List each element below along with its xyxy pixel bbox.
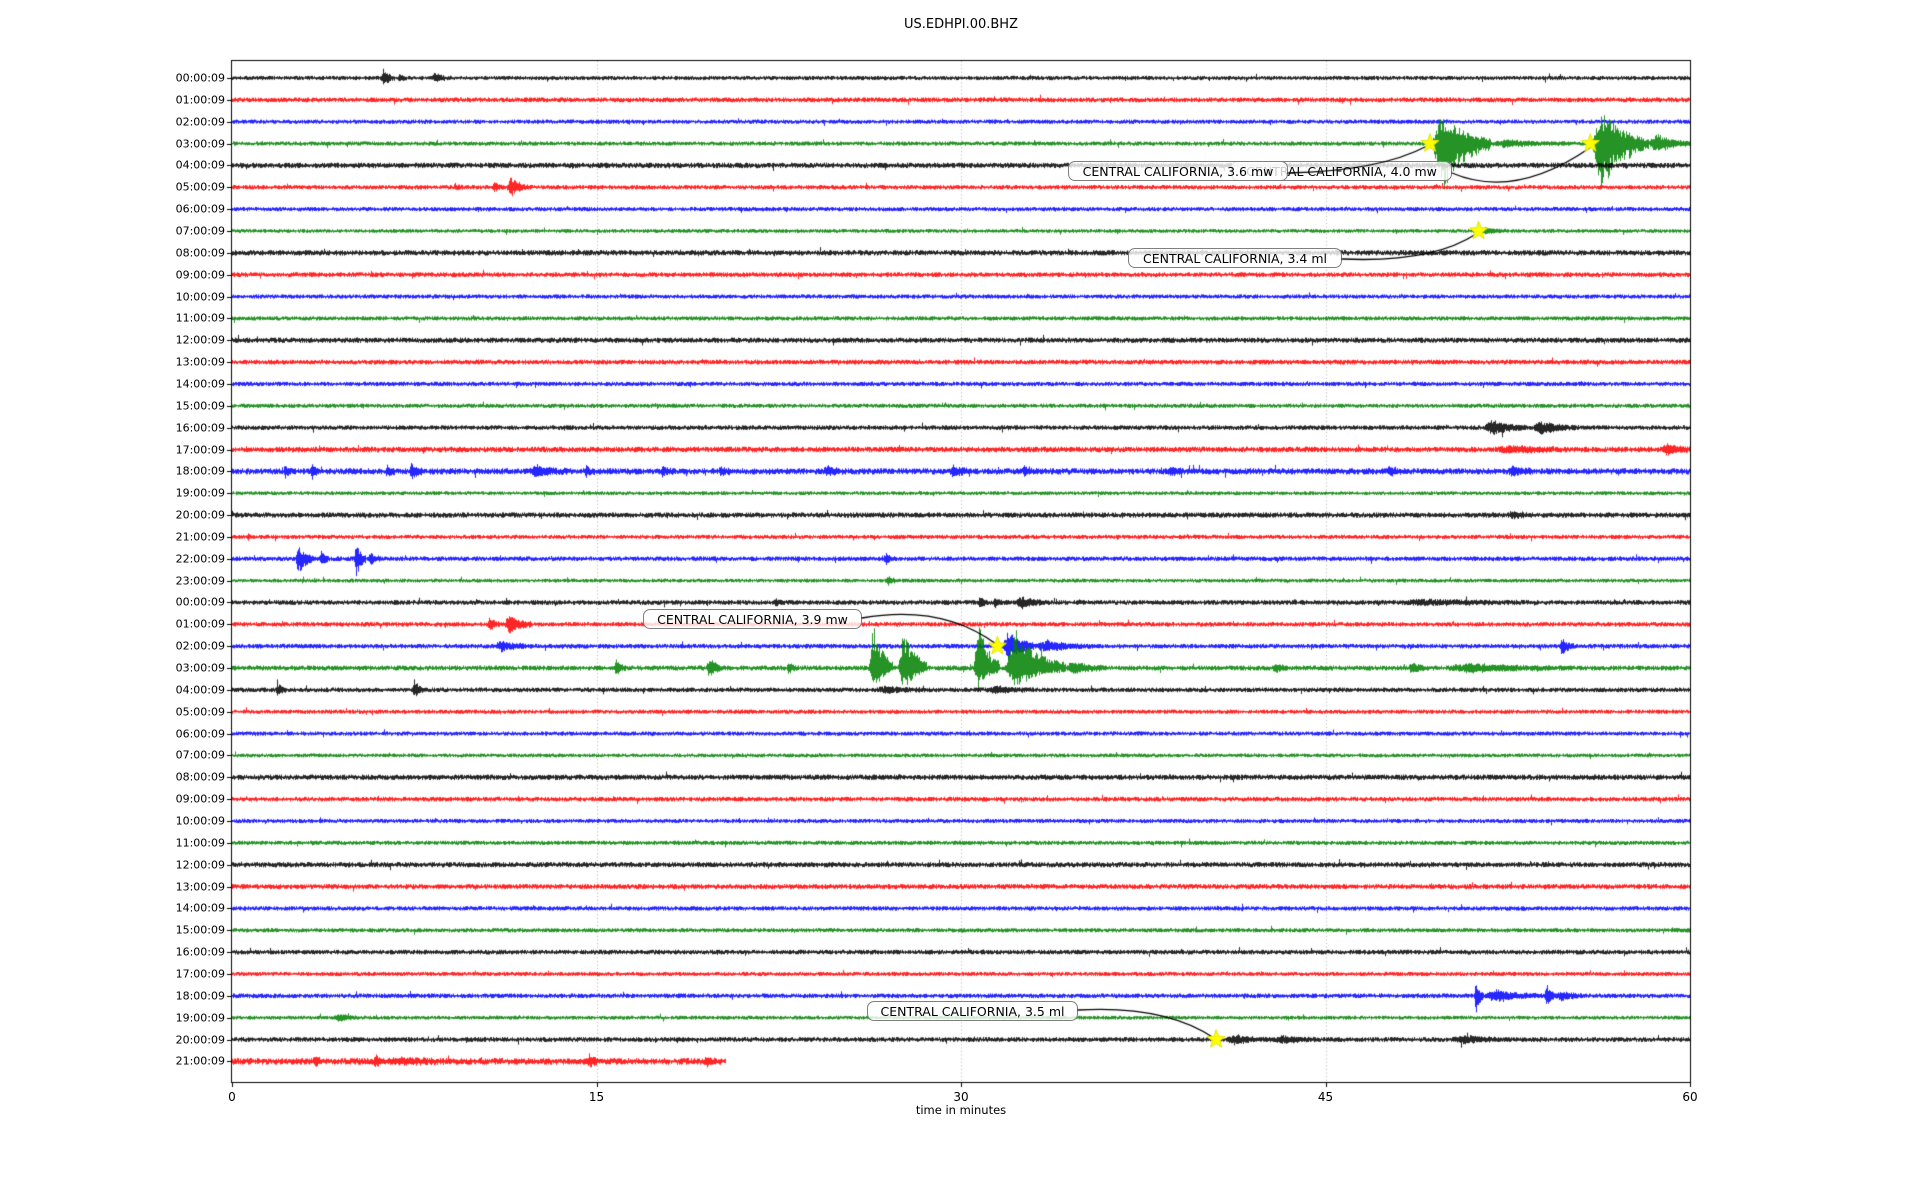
row-time-label: 00:00:09 <box>175 595 225 609</box>
row-time-label: 10:00:09 <box>175 814 225 828</box>
row-time-label: 06:00:09 <box>175 202 225 216</box>
row-time-label: 19:00:09 <box>175 486 225 500</box>
row-time-label: 22:00:09 <box>175 552 225 566</box>
row-time-label: 20:00:09 <box>175 508 225 522</box>
x-tick-label: 15 <box>588 1090 605 1104</box>
row-time-label: 21:00:09 <box>175 1054 225 1068</box>
x-axis-label: time in minutes <box>915 1103 1007 1117</box>
row-time-label: 01:00:09 <box>175 93 225 107</box>
row-time-label: 20:00:09 <box>175 1033 225 1047</box>
row-time-label: 16:00:09 <box>175 421 225 435</box>
row-time-label: 11:00:09 <box>175 836 225 850</box>
row-time-label: 09:00:09 <box>175 792 225 806</box>
row-time-label: 00:00:09 <box>175 71 225 85</box>
row-time-label: 06:00:09 <box>175 727 225 741</box>
row-time-label: 08:00:09 <box>175 770 225 784</box>
row-time-label: 13:00:09 <box>175 880 225 894</box>
row-time-label: 12:00:09 <box>175 858 225 872</box>
row-time-label: 07:00:09 <box>175 748 225 762</box>
x-tick-label: 60 <box>1682 1090 1698 1104</box>
row-time-label: 18:00:09 <box>175 464 225 478</box>
row-time-label: 15:00:09 <box>175 399 225 413</box>
row-time-label: 17:00:09 <box>175 443 225 456</box>
row-time-label: 03:00:09 <box>175 661 225 675</box>
row-time-label: 04:00:09 <box>175 158 225 172</box>
event-annotation: CENTRAL CALIFORNIA, 3.9 mw <box>643 609 862 629</box>
row-time-label: 19:00:09 <box>175 1011 225 1025</box>
row-time-label: 02:00:09 <box>175 115 225 129</box>
row-time-label: 16:00:09 <box>175 945 225 959</box>
row-time-label: 12:00:09 <box>175 333 225 347</box>
row-time-label: 13:00:09 <box>175 355 225 369</box>
row-time-label: 01:00:09 <box>175 617 225 631</box>
row-time-label: 08:00:09 <box>175 246 225 260</box>
x-tick-label: 30 <box>953 1090 969 1104</box>
row-time-label: 23:00:09 <box>175 574 225 588</box>
row-time-label: 09:00:09 <box>175 268 225 282</box>
row-time-label: 04:00:09 <box>175 683 225 697</box>
row-time-label: 14:00:09 <box>175 901 225 915</box>
event-annotation: CENTRAL CALIFORNIA, 3.5 ml <box>867 1001 1078 1021</box>
x-tick-label: 0 <box>228 1090 236 1104</box>
row-time-label: 11:00:09 <box>175 311 225 325</box>
row-time-label: 21:00:09 <box>175 530 225 544</box>
event-annotation: CENTRAL CALIFORNIA, 3.6 mw <box>1068 161 1288 181</box>
row-time-label: 10:00:09 <box>175 290 225 304</box>
row-time-label: 02:00:09 <box>175 639 225 653</box>
row-time-label: 18:00:09 <box>175 989 225 1003</box>
x-tick-label: 45 <box>1317 1090 1334 1104</box>
row-time-label: 05:00:09 <box>175 705 225 719</box>
row-time-label: 17:00:09 <box>175 967 225 981</box>
row-time-label: 03:00:09 <box>175 137 225 151</box>
chart-title: US.EDHPI.00.BHZ <box>904 17 1018 32</box>
row-time-label: 15:00:09 <box>175 923 225 937</box>
event-annotation: CENTRAL CALIFORNIA, 3.4 ml <box>1128 248 1342 268</box>
row-time-label: 14:00:09 <box>175 377 225 391</box>
row-time-label: 07:00:09 <box>175 224 225 238</box>
row-time-label: 05:00:09 <box>175 180 225 194</box>
